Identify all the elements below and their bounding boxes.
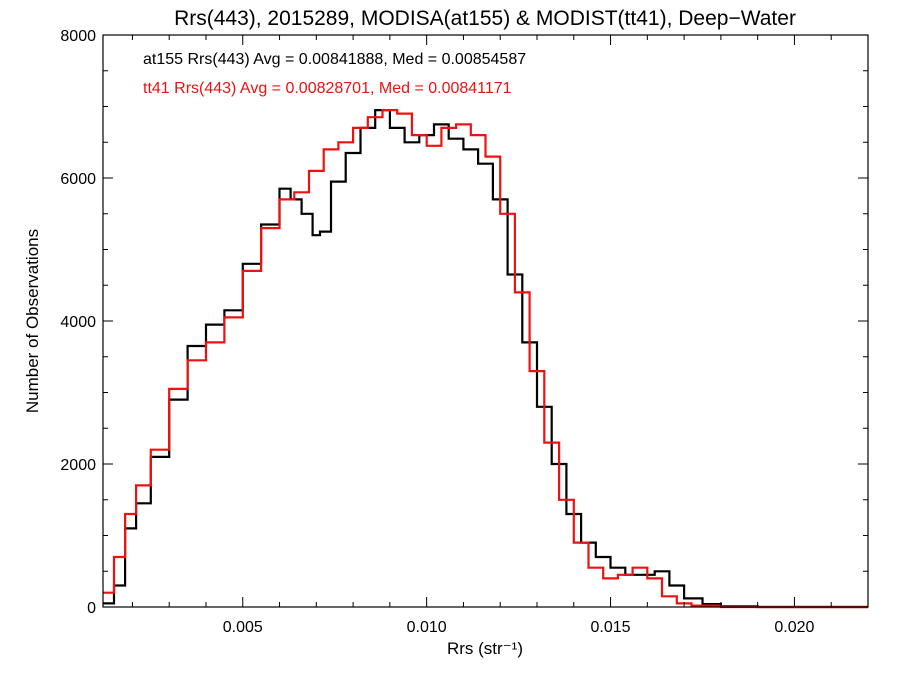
series-line-2 — [103, 109, 868, 609]
x-axis: 0.005 0.010 0.015 0.020 — [131, 35, 832, 636]
y-tick-label: 4000 — [60, 314, 96, 331]
x-tick-label: 0.015 — [591, 619, 631, 636]
x-tick-label: 0.010 — [407, 619, 447, 636]
series-layer — [103, 109, 868, 609]
chart-title: Rrs(443), 2015289, MODISA(at155) & MODIS… — [174, 7, 796, 30]
x-tick-label: 0.005 — [223, 619, 263, 636]
stat-annotation-red: tt41 Rrs(443) Avg = 0.00828701, Med = 0.… — [143, 80, 512, 97]
y-tick-label: 6000 — [60, 171, 96, 188]
y-tick-label: 2000 — [60, 457, 96, 474]
y-axis: 0 2000 4000 6000 8000 — [60, 28, 868, 617]
y-axis-label: Number of Observations — [23, 229, 42, 413]
plot-frame — [102, 34, 869, 608]
stat-annotation-black: at155 Rrs(443) Avg = 0.00841888, Med = 0… — [143, 51, 526, 68]
series-line-1 — [103, 109, 868, 609]
y-tick-label: 8000 — [60, 28, 96, 45]
x-tick-label: 0.020 — [774, 619, 814, 636]
x-axis-label: Rrs (str⁻¹) — [447, 639, 523, 658]
y-tick-label: 0 — [87, 600, 96, 617]
